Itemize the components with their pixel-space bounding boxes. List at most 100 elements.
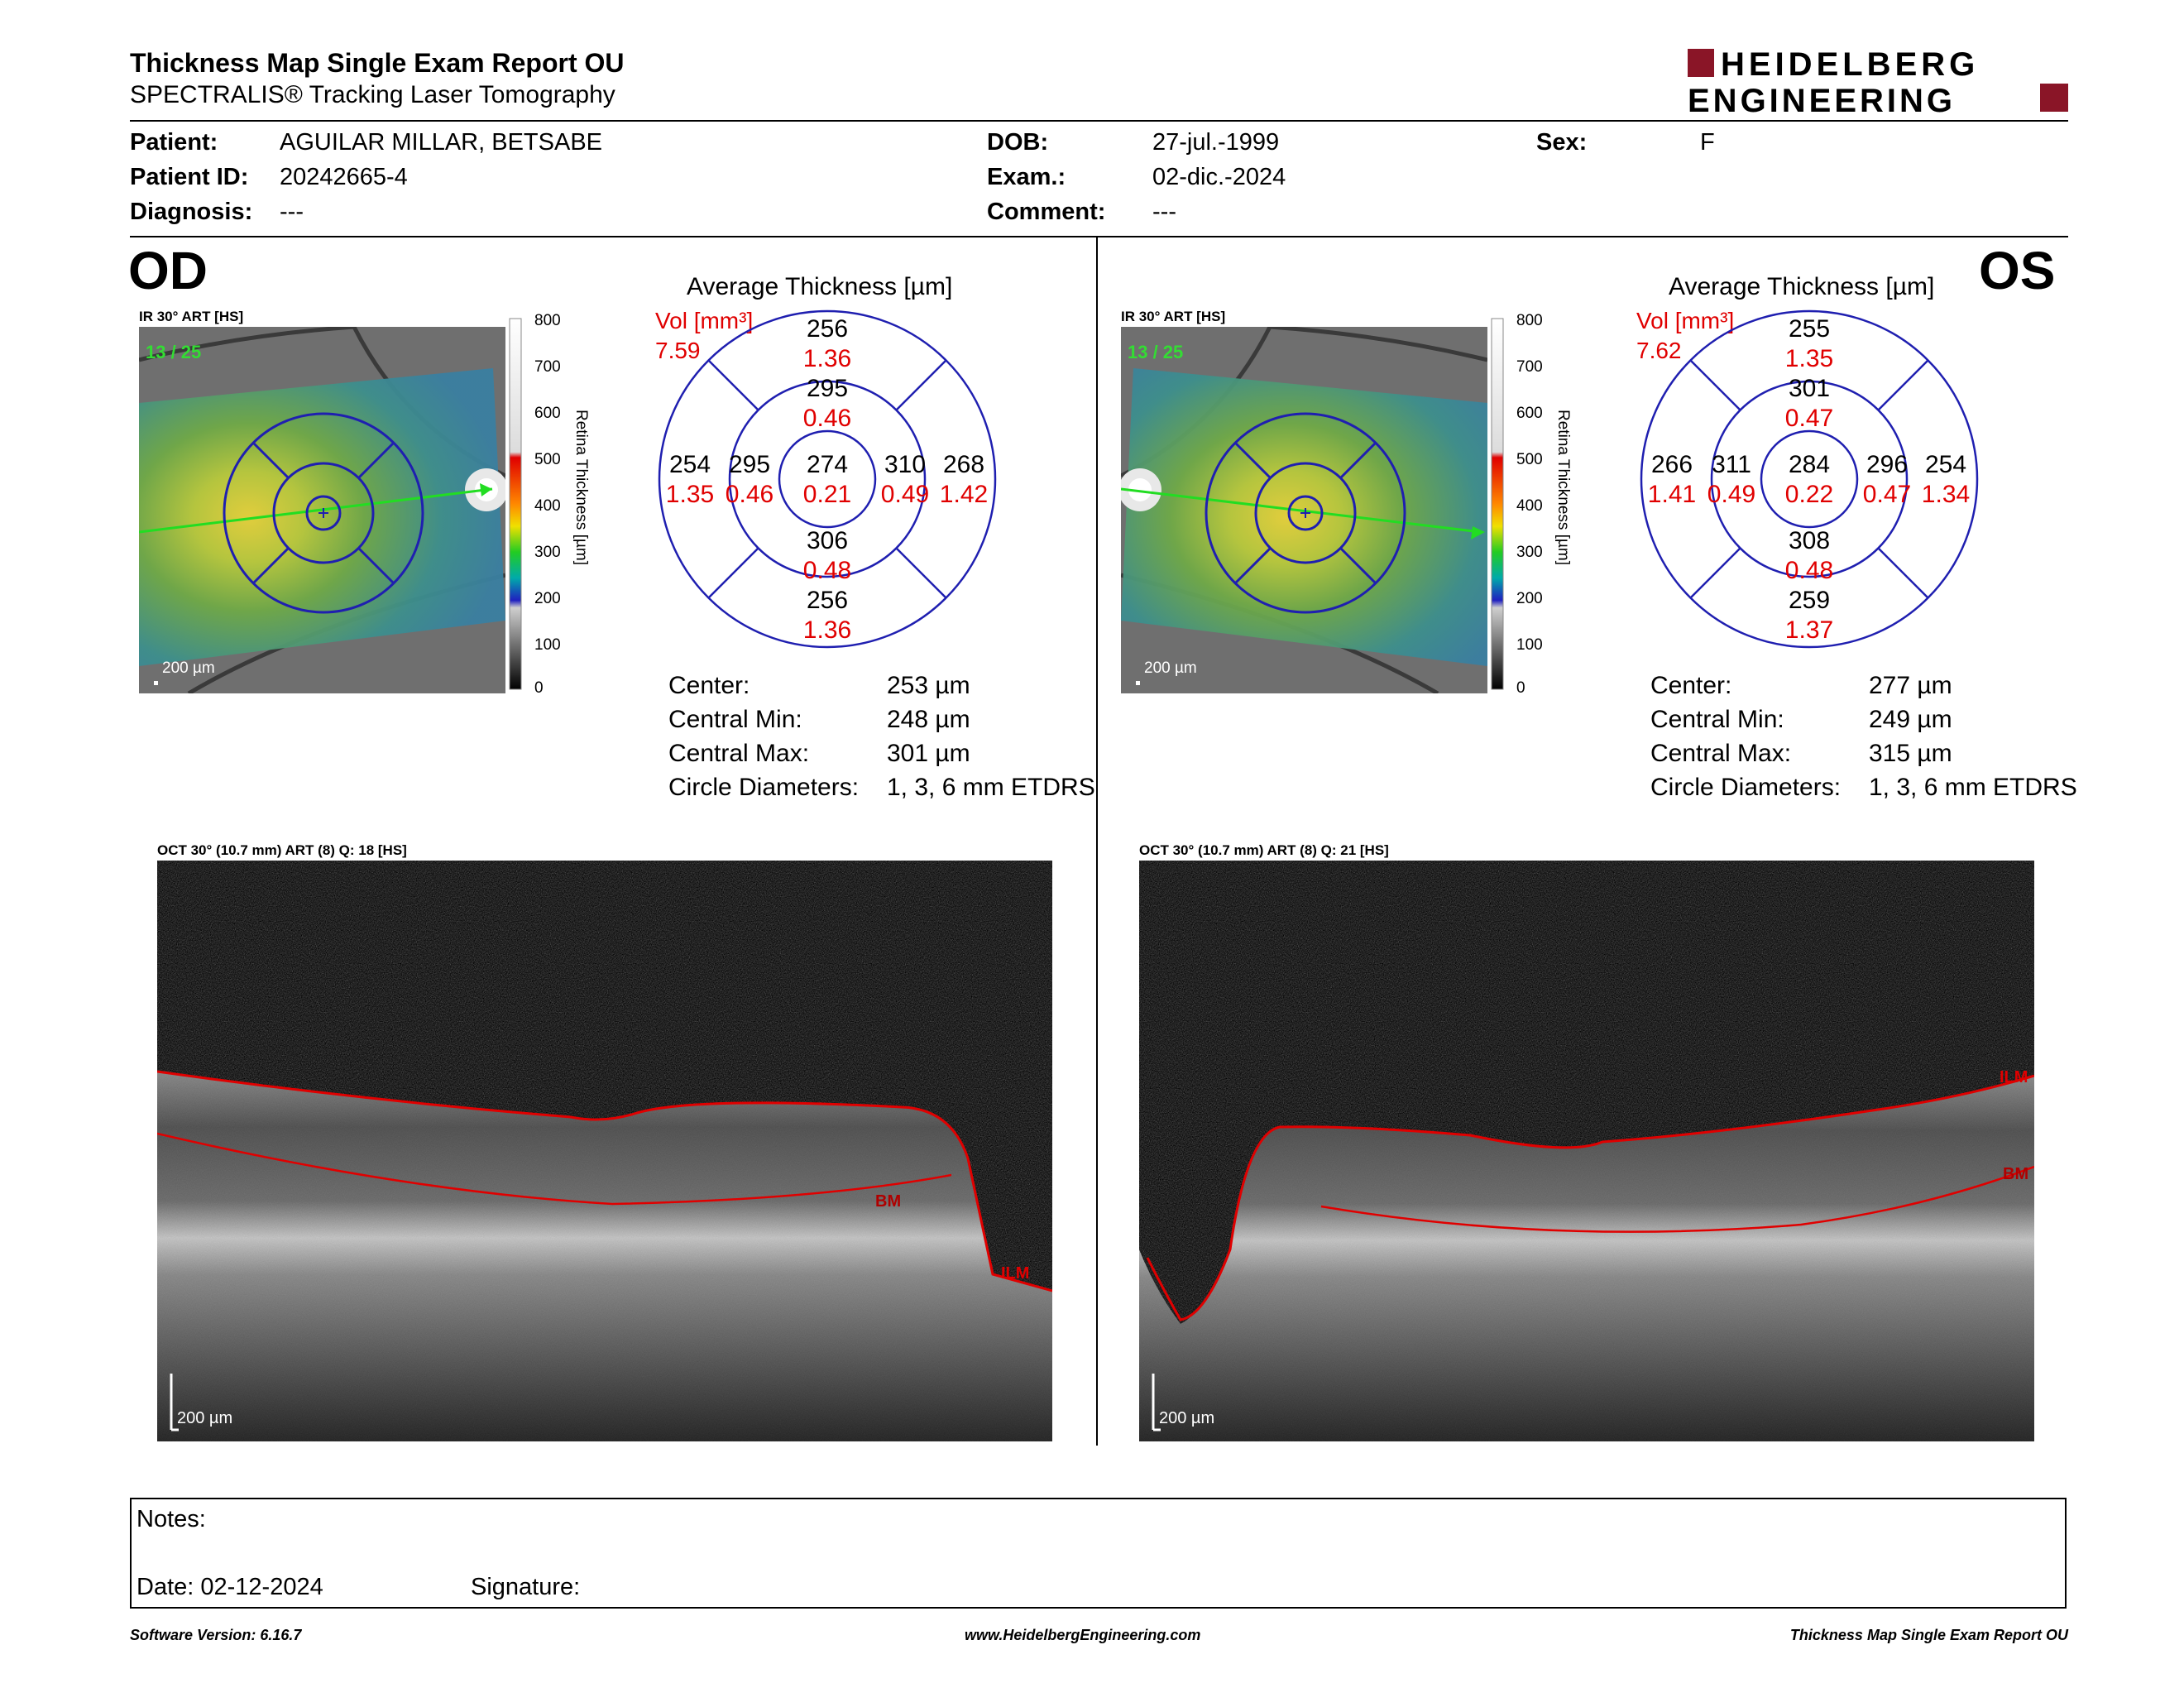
os-inner-inf-thickness: 308 — [1789, 527, 1830, 554]
od-outer-inf-thickness: 256 — [807, 587, 848, 614]
od-circle-diam-value: 1, 3, 6 mm ETDRS — [887, 774, 1095, 801]
od-central-min-label: Central Min: — [668, 706, 802, 733]
os-frames-text: 13 / 25 — [1128, 342, 1183, 362]
notes-label: Notes: — [136, 1506, 206, 1532]
os-avg-title: Average Thickness [µm] — [1669, 273, 1935, 300]
od-inner-left-volume: 0.46 — [726, 481, 774, 508]
od-frames-text: 13 / 25 — [146, 342, 201, 362]
report-subtitle: SPECTRALIS® Tracking Laser Tomography — [130, 81, 615, 108]
dob-label: DOB: — [987, 129, 1049, 156]
os-cb-tick: 200 — [1516, 590, 1543, 607]
od-center-thickness: 274 — [807, 451, 848, 478]
os-center-value: 277 µm — [1869, 672, 1952, 699]
od-thickness-map: 13 / 25 200 µm — [139, 327, 505, 693]
od-bm-label: BM — [875, 1192, 901, 1211]
os-central-max-label: Central Max: — [1650, 740, 1792, 767]
od-cb-tick: 700 — [534, 358, 561, 376]
os-cb-tick: 500 — [1516, 451, 1543, 468]
header-rule — [130, 120, 2068, 122]
od-inner-sup-thickness: 295 — [807, 375, 848, 402]
os-cb-tick: 800 — [1516, 312, 1543, 329]
dob-value: 27-jul.-1999 — [1152, 129, 1280, 156]
os-outer-sup-thickness: 255 — [1789, 315, 1830, 343]
sex-label: Sex: — [1536, 129, 1588, 156]
od-inner-inf-thickness: 306 — [807, 527, 848, 554]
od-center-label: Center: — [668, 672, 750, 699]
diagnosis-label: Diagnosis: — [130, 199, 253, 225]
od-cb-tick: 0 — [534, 679, 544, 697]
od-inner-sup-volume: 0.46 — [803, 405, 851, 432]
os-ilm-label: ILM — [2000, 1068, 2028, 1086]
eye-label-od: OD — [128, 241, 208, 300]
od-center-value: 253 µm — [887, 672, 970, 699]
os-cb-tick: 700 — [1516, 358, 1543, 376]
od-ir-label: IR 30° ART [HS] — [139, 309, 244, 324]
od-cb-tick: 300 — [534, 544, 561, 561]
od-vol-label: Vol [mm³] — [655, 308, 754, 333]
date-label: Date: 02-12-2024 — [136, 1574, 323, 1600]
os-central-max-value: 315 µm — [1869, 740, 1952, 767]
os-inner-sup-thickness: 301 — [1789, 375, 1830, 402]
patient-id: 20242665-4 — [280, 164, 408, 190]
os-cb-tick: 600 — [1516, 405, 1543, 422]
os-vol-value: 7.62 — [1636, 338, 1682, 363]
od-scale-text: 200 µm — [162, 659, 215, 677]
os-circle-diam-value: 1, 3, 6 mm ETDRS — [1869, 774, 2077, 801]
footer-website[interactable]: www.HeidelbergEngineering.com — [965, 1627, 1201, 1643]
comment-label: Comment: — [987, 199, 1106, 225]
od-inner-left-thickness: 295 — [729, 451, 770, 478]
os-outer-inf-volume: 1.37 — [1785, 616, 1833, 644]
footer-report-name: Thickness Map Single Exam Report OU — [1789, 1627, 2068, 1643]
os-center-label: Center: — [1650, 672, 1732, 699]
od-oct-bscan: BM ILM 200 µm — [157, 861, 1052, 1441]
diagnosis-value: --- — [280, 199, 304, 225]
os-outer-right-thickness: 254 — [1925, 451, 1966, 478]
od-colorbar: 800 700 600 500 400 300 200 100 0 Retina… — [509, 312, 590, 697]
od-center-volume: 0.21 — [803, 481, 851, 508]
od-outer-sup-thickness: 256 — [807, 315, 848, 343]
od-cb-tick: 800 — [534, 312, 561, 329]
od-oct-scale: 200 µm — [177, 1409, 232, 1427]
os-etdrs-chart: 255 1.35 301 0.47 284 0.22 311 0.49 296 … — [1640, 309, 1979, 649]
od-central-min-value: 248 µm — [887, 706, 970, 733]
os-colorbar: 800 700 600 500 400 300 200 100 0 Retina… — [1491, 312, 1572, 697]
patient-rule — [130, 236, 2068, 237]
od-outer-sup-volume: 1.36 — [803, 345, 851, 372]
od-inner-inf-volume: 0.48 — [803, 557, 851, 584]
eye-divider — [1096, 237, 1098, 1446]
od-cb-tick: 500 — [534, 451, 561, 468]
os-thickness-map: 13 / 25 200 µm — [1121, 327, 1487, 693]
os-cb-tick: 100 — [1516, 636, 1543, 654]
comment-value: --- — [1152, 199, 1176, 225]
os-central-min-value: 249 µm — [1869, 706, 1952, 733]
od-outer-right-thickness: 268 — [943, 451, 984, 478]
footer-software-version: Software Version: 6.16.7 — [130, 1627, 302, 1643]
os-outer-inf-thickness: 259 — [1789, 587, 1830, 614]
os-bm-label: BM — [2003, 1165, 2028, 1183]
od-colorbar-title: Retina Thickness [µm] — [572, 410, 590, 565]
os-inner-left-thickness: 311 — [1712, 451, 1751, 478]
os-inner-right-thickness: 296 — [1866, 451, 1908, 478]
os-vol-label: Vol [mm³] — [1636, 308, 1735, 333]
od-central-max-value: 301 µm — [887, 740, 970, 767]
od-outer-left-thickness: 254 — [669, 451, 711, 478]
od-outer-inf-volume: 1.36 — [803, 616, 851, 644]
report-title: Thickness Map Single Exam Report OU — [130, 48, 625, 78]
od-etdrs-chart: 256 1.36 295 0.46 274 0.21 295 0.46 310 … — [658, 309, 997, 649]
os-center-thickness: 284 — [1789, 451, 1830, 478]
patient-id-label: Patient ID: — [130, 164, 249, 190]
heidelberg-logo: HEIDELBERG ENGINEERING — [1688, 46, 2068, 115]
od-cb-tick: 600 — [534, 405, 561, 422]
od-cb-tick: 400 — [534, 497, 561, 515]
os-outer-left-volume: 1.41 — [1648, 481, 1696, 508]
od-inner-right-thickness: 310 — [884, 451, 926, 478]
svg-text:HEIDELBERG: HEIDELBERG — [1721, 46, 1979, 83]
os-oct-label: OCT 30° (10.7 mm) ART (8) Q: 21 [HS] — [1139, 842, 1389, 858]
od-oct-label: OCT 30° (10.7 mm) ART (8) Q: 18 [HS] — [157, 842, 407, 858]
od-cb-tick: 200 — [534, 590, 561, 607]
patient-name: AGUILAR MILLAR, BETSABE — [280, 129, 603, 156]
od-outer-right-volume: 1.42 — [940, 481, 988, 508]
svg-text:ENGINEERING: ENGINEERING — [1688, 83, 1956, 115]
od-ilm-label: ILM — [1001, 1264, 1029, 1283]
sex-value: F — [1700, 129, 1715, 156]
